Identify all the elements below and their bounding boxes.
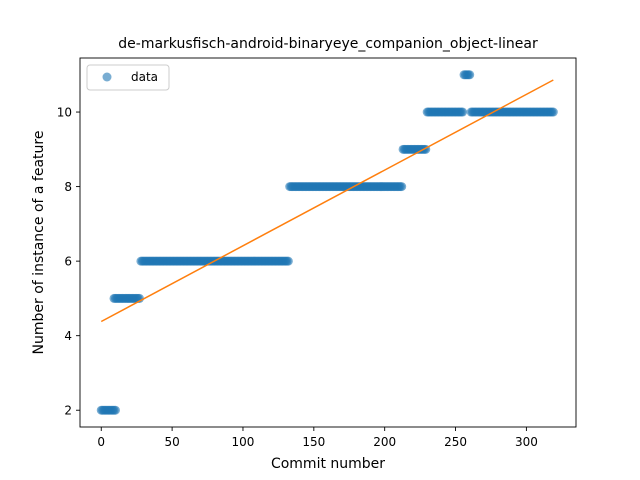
x-tick-label: 200 (373, 435, 396, 449)
y-tick-label: 2 (64, 404, 72, 418)
chart-title: de-markusfisch-android-binaryeye_compani… (118, 36, 538, 52)
x-axis: 0 50 100 150 200 250 300 (97, 427, 538, 449)
fit-line (100, 79, 554, 323)
legend-marker-data (102, 72, 112, 82)
data-point (110, 405, 120, 415)
data-point (465, 70, 475, 80)
x-tick-label: 0 (97, 435, 105, 449)
legend: data (86, 64, 170, 91)
y-axis: 2 4 6 8 10 (57, 106, 80, 418)
data-point (397, 182, 407, 192)
legend-label-data: data (131, 70, 158, 84)
y-axis-label: Number of instance of a feature (31, 131, 47, 355)
axes-frame (79, 57, 577, 428)
data-point (458, 107, 468, 117)
y-tick-label: 10 (57, 106, 72, 120)
y-tick-label: 8 (64, 180, 72, 194)
plot-area (96, 70, 558, 415)
x-tick-label: 250 (444, 435, 467, 449)
x-axis-label: Commit number (271, 456, 385, 472)
legend-box (86, 64, 170, 91)
y-tick-label: 4 (64, 329, 72, 343)
data-point (283, 256, 293, 266)
data-point (548, 107, 558, 117)
y-tick-label: 6 (64, 255, 72, 269)
x-tick-label: 300 (515, 435, 538, 449)
x-tick-label: 150 (302, 435, 325, 449)
x-tick-label: 50 (164, 435, 179, 449)
x-tick-label: 100 (232, 435, 255, 449)
